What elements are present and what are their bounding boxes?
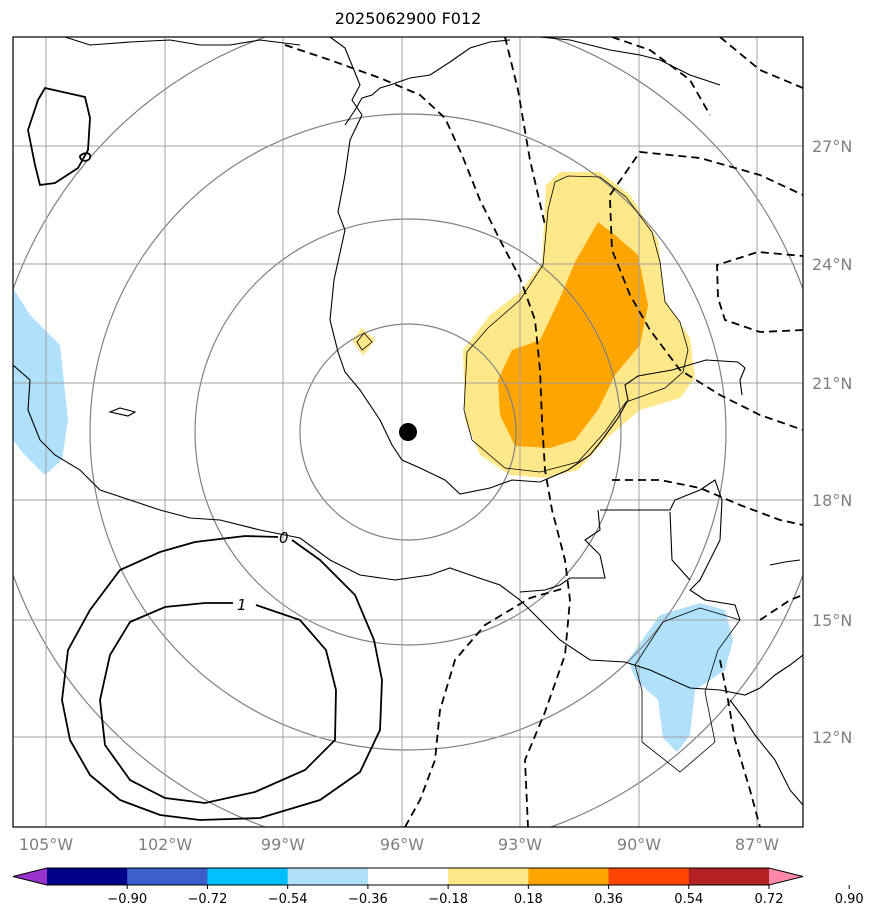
- colorbar-tick-label-8: 0.72: [755, 892, 784, 907]
- colorbar-tick-label-0: −0.90: [107, 892, 147, 907]
- colorbar-segment-1: [127, 868, 208, 885]
- lon-label-87w: 87°W: [735, 835, 779, 854]
- anomaly-outlines: [356, 175, 741, 773]
- lon-label-93w: 93°W: [498, 835, 542, 854]
- latitude-labels: 27°N 24°N 21°N 18°N 15°N 12°N: [812, 137, 852, 747]
- lat-label-15n: 15°N: [812, 611, 852, 630]
- colorbar-segment-6: [528, 868, 610, 885]
- lat-label-21n: 21°N: [812, 374, 852, 393]
- negative-anomaly-west: [13, 288, 68, 475]
- lat-label-24n: 24°N: [812, 255, 852, 274]
- colorbar-tick-label-2: −0.54: [268, 892, 308, 907]
- range-rings: [13, 37, 803, 827]
- colorbar-outline: [12, 867, 804, 886]
- positive-anomaly-strong: [498, 222, 648, 448]
- colorbar: [12, 867, 804, 886]
- lon-label-105w: 105°W: [19, 835, 74, 854]
- colorbar-segment-7: [608, 868, 690, 885]
- lat-label-27n: 27°N: [812, 137, 852, 156]
- longitude-labels: 105°W 102°W 99°W 96°W 93°W 90°W 87°W: [19, 835, 779, 854]
- colorbar-tick-label-5: 0.18: [514, 892, 543, 907]
- lon-label-102w: 102°W: [138, 835, 193, 854]
- colorbar-labels: −0.90 −0.72 −0.54 −0.36 −0.18 0.18 0.36 0.54 0.7…: [107, 885, 864, 907]
- colorbar-extend-low: [13, 868, 47, 885]
- map-area: 0 1: [13, 37, 803, 827]
- lat-label-18n: 18°N: [812, 491, 852, 510]
- map-frame: [12, 36, 804, 828]
- latlon-grid: [13, 37, 803, 827]
- lon-label-99w: 99°W: [261, 835, 305, 854]
- colorbar-extend-high: [769, 868, 803, 885]
- colorbar-segment-3: [287, 868, 369, 885]
- colorbar-tick-label-7: 0.54: [674, 892, 703, 907]
- colorbar-tick-label-9: 0.90: [835, 892, 864, 907]
- lon-label-90w: 90°W: [617, 835, 661, 854]
- contour-label-one: 1: [237, 596, 247, 614]
- shaded-fields: [13, 172, 733, 752]
- positive-anomaly-small: [352, 328, 375, 356]
- contour-label-zero: 0: [279, 529, 289, 547]
- colorbar-tick-label-4: −0.18: [428, 892, 468, 907]
- lon-label-96w: 96°W: [380, 835, 424, 854]
- colorbar-segment-8: [688, 868, 770, 885]
- colorbar-segment-5: [448, 868, 529, 885]
- dashed-contours: [284, 37, 803, 827]
- map-title: 2025062900 F012: [334, 9, 482, 28]
- coastlines: [13, 37, 803, 806]
- colorbar-segment-0: [47, 868, 128, 885]
- colorbar-segment-4: [367, 868, 449, 885]
- colorbar-tick-label-1: −0.72: [188, 892, 228, 907]
- center-marker-dot: [399, 423, 417, 441]
- lat-label-12n: 12°N: [812, 728, 852, 747]
- colorbar-segment-2: [207, 868, 289, 885]
- negative-anomaly-central-america: [628, 603, 733, 752]
- solid-contours: [27, 86, 383, 821]
- colorbar-tick-label-3: −0.36: [348, 892, 388, 907]
- colorbar-tick-label-6: 0.36: [594, 892, 623, 907]
